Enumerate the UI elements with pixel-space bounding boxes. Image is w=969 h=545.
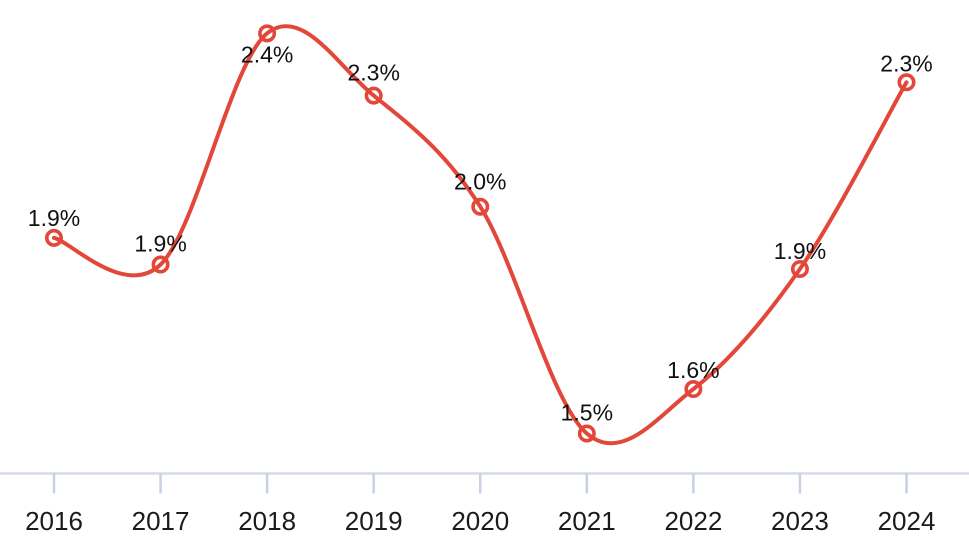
- data-label-2017: 1.9%: [134, 231, 186, 257]
- data-point-2016[interactable]: [44, 228, 63, 247]
- data-point-2019[interactable]: [364, 86, 383, 105]
- axis-label-2017: 2017: [132, 506, 190, 536]
- axis-label-2019: 2019: [345, 506, 403, 536]
- data-label-2018: 2.4%: [241, 41, 293, 67]
- data-label-2024: 2.3%: [880, 50, 932, 76]
- axis-label-2021: 2021: [558, 506, 616, 536]
- axis-label-2020: 2020: [451, 506, 509, 536]
- series-line: [52, 24, 909, 446]
- data-label-2022: 1.6%: [667, 357, 719, 383]
- data-point-2021[interactable]: [577, 424, 596, 443]
- x-axis-line: [0, 472, 969, 475]
- data-point-2018[interactable]: [258, 24, 277, 43]
- axis-label-2023: 2023: [771, 506, 829, 536]
- data-label-2023: 1.9%: [774, 238, 826, 264]
- data-point-2022[interactable]: [684, 380, 703, 399]
- axis-label-2022: 2022: [664, 506, 722, 536]
- data-label-2020: 2.0%: [454, 169, 506, 195]
- data-point-2023[interactable]: [790, 259, 809, 278]
- axis-label-2024: 2024: [878, 506, 936, 536]
- data-label-2019: 2.3%: [347, 60, 399, 86]
- data-label-2016: 1.9%: [28, 205, 80, 231]
- axis-label-2016: 2016: [25, 506, 83, 536]
- axis-label-2018: 2018: [238, 506, 296, 536]
- data-label-2021: 1.5%: [561, 399, 613, 425]
- data-point-2017[interactable]: [151, 255, 170, 274]
- data-point-2020[interactable]: [471, 197, 490, 216]
- data-point-2024[interactable]: [897, 73, 916, 92]
